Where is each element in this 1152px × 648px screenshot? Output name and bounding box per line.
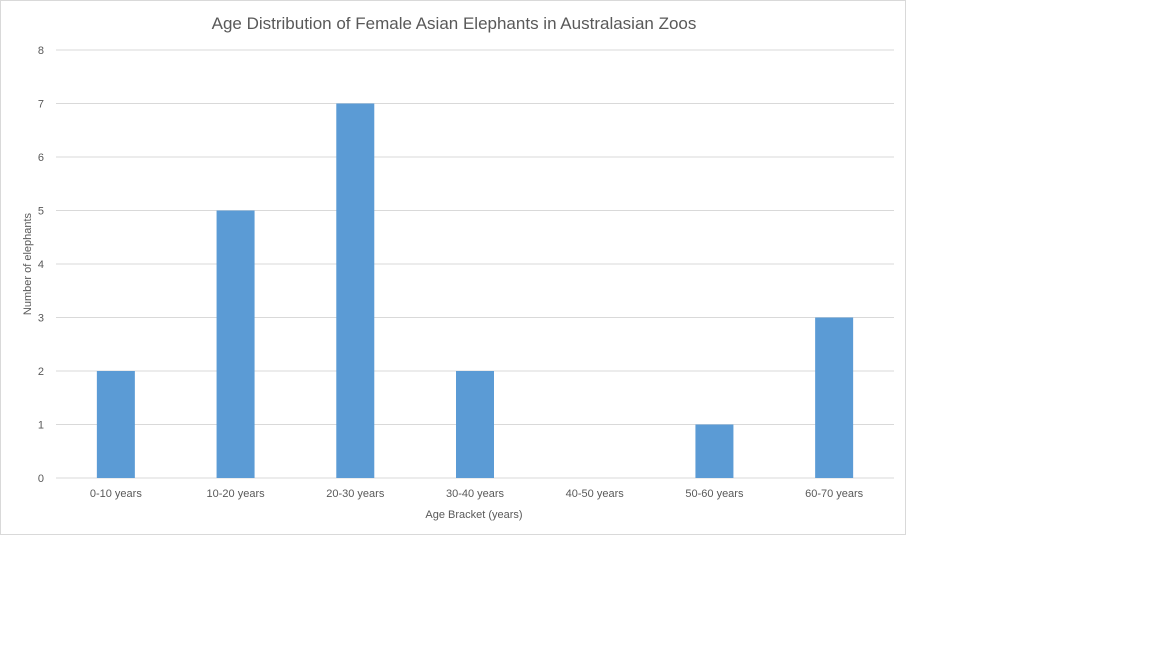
x-tick-label: 10-20 years xyxy=(207,488,266,500)
bars xyxy=(96,103,854,478)
bar xyxy=(456,371,494,478)
chart-frame: Age Distribution of Female Asian Elephan… xyxy=(0,0,906,535)
y-tick-label: 5 xyxy=(38,206,44,218)
x-tick-label: 0-10 years xyxy=(90,488,142,500)
gridlines xyxy=(56,49,894,479)
y-tick-label: 7 xyxy=(38,99,44,111)
x-tick-label: 40-50 years xyxy=(566,488,625,500)
x-axis-label: Age Bracket (years) xyxy=(425,509,522,521)
chart-title: Age Distribution of Female Asian Elephan… xyxy=(212,14,697,33)
x-tick-label: 60-70 years xyxy=(805,488,864,500)
y-axis-ticks: 0 1 2 3 4 5 6 7 8 xyxy=(38,45,44,485)
bar xyxy=(216,210,255,478)
x-tick-label: 30-40 years xyxy=(446,488,505,500)
y-tick-label: 3 xyxy=(38,313,44,325)
y-tick-label: 2 xyxy=(38,366,44,378)
bar xyxy=(96,371,135,478)
bar xyxy=(815,317,854,478)
chart-svg: Age Distribution of Female Asian Elephan… xyxy=(22,14,894,521)
x-tick-label: 50-60 years xyxy=(685,488,744,500)
bar xyxy=(695,424,734,478)
y-tick-label: 0 xyxy=(38,473,44,485)
y-tick-label: 8 xyxy=(38,45,44,57)
y-tick-label: 1 xyxy=(38,420,44,432)
y-axis-label: Number of elephants xyxy=(22,212,34,315)
x-tick-label: 20-30 years xyxy=(326,488,385,500)
y-tick-label: 4 xyxy=(38,259,44,271)
x-axis-ticks: 0-10 years 10-20 years 20-30 years 30-40 ye… xyxy=(90,488,864,500)
y-tick-label: 6 xyxy=(38,152,44,164)
bar xyxy=(336,103,375,478)
